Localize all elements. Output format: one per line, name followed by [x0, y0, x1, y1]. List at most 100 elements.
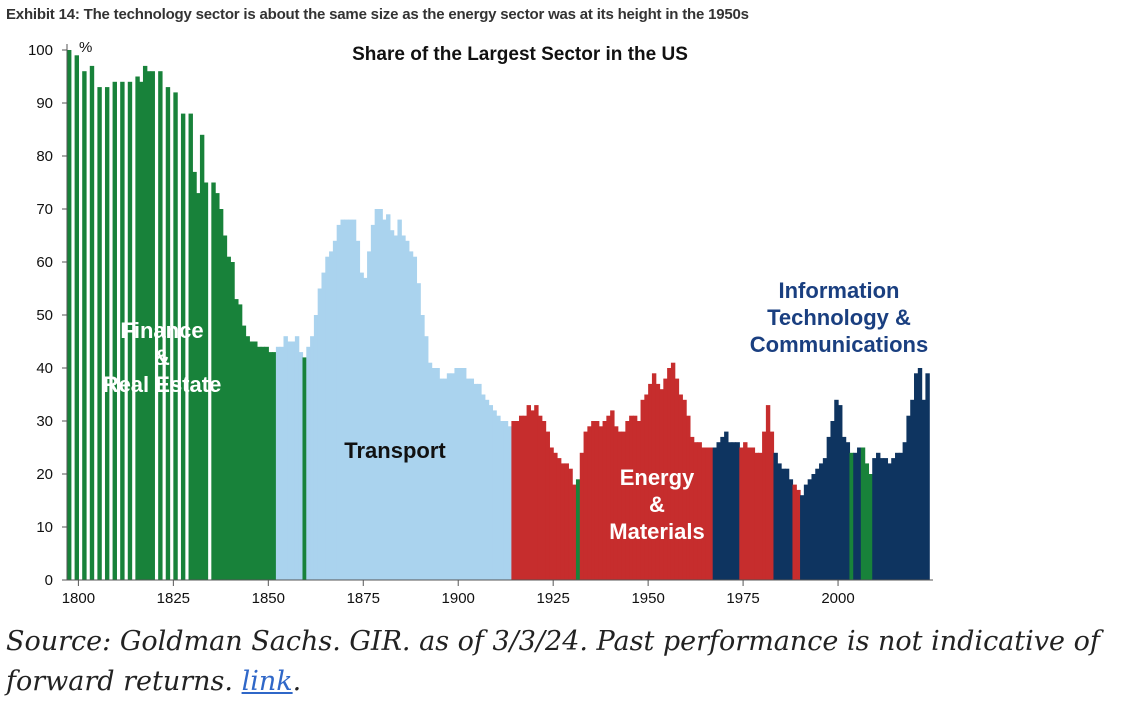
bar-tech-1990	[800, 495, 805, 580]
bar-transport-1889	[416, 283, 421, 580]
bar-transport-1906	[481, 394, 486, 580]
bar-tech-1970	[724, 431, 729, 580]
bar-transport-1883	[393, 235, 399, 580]
bar-energy-1961	[689, 436, 695, 580]
bar-energy-1979	[758, 452, 763, 580]
bar-finance-1851	[272, 352, 277, 580]
bar-energy-1966	[708, 447, 714, 580]
bar-energy-1989	[796, 489, 801, 580]
source-link[interactable]: link	[241, 666, 293, 697]
bar-transport-1884	[397, 219, 402, 580]
bar-transport-1890	[420, 315, 425, 580]
sector-share-chart: 0 10 20 30 40 50 60 70 80 90 100 1800 1825 1850 1875 19…	[28, 39, 933, 607]
bar-transport-1896	[443, 378, 448, 580]
source-trailing: .	[292, 666, 302, 697]
bar-transport-1900	[458, 368, 463, 580]
bar-transport-1860	[306, 346, 311, 580]
x-tick-label-1875: 1875	[347, 590, 380, 607]
bar-finance-1816	[139, 81, 144, 581]
bar-transport-1894	[435, 368, 440, 580]
bar-transport-1870	[344, 219, 349, 580]
bar-finance-1845	[249, 341, 254, 580]
bar-transport-1907	[484, 399, 490, 580]
bar-finance-1850	[268, 352, 273, 580]
bar-tech-2020	[914, 373, 919, 580]
bar-tech-1998	[830, 421, 835, 580]
bar-tech-2004	[853, 452, 858, 580]
bar-transport-1882	[389, 230, 395, 580]
bar-transport-1893	[431, 368, 437, 580]
bar-tech-2009	[872, 458, 877, 580]
bar-finance-1831	[196, 193, 201, 580]
bar-tech-1973	[735, 442, 740, 580]
bar-energy-1943	[621, 431, 626, 580]
sector-label-finance: Real Estate	[103, 372, 222, 397]
y-tick-label-10: 10	[36, 519, 53, 536]
bar-transport-1908	[488, 405, 494, 580]
bar-tech-2010	[876, 452, 881, 580]
bar-transport-1898	[450, 373, 456, 580]
bar-energy-1974	[739, 447, 744, 580]
y-axis-unit-label: %	[79, 39, 92, 56]
bar-energy-1948	[640, 399, 645, 580]
bar-finance-1825	[173, 92, 178, 581]
y-tick-label-20: 20	[36, 466, 53, 483]
bar-energy-1976	[746, 447, 752, 580]
bar-finance-1840	[230, 262, 235, 580]
bar-finance-1803	[89, 65, 95, 580]
bar-transport-1877	[370, 224, 376, 580]
bar-energy-1936	[594, 421, 600, 580]
bar-energy-1954	[663, 378, 668, 580]
bar-energy-1932	[579, 452, 585, 580]
bar-energy-1952	[655, 383, 661, 580]
bar-finance-1931	[575, 479, 581, 580]
bar-tech-1997	[826, 436, 832, 580]
bar-transport-1886	[405, 240, 410, 581]
bar-tech-2013	[887, 463, 892, 580]
bar-energy-1947	[636, 421, 642, 580]
bar-transport-1892	[427, 362, 433, 580]
bar-energy-1928	[564, 463, 569, 580]
bar-energy-1929	[568, 468, 573, 580]
bar-tech-2017	[902, 442, 908, 580]
bar-tech-1972	[731, 442, 737, 580]
bar-transport-1885	[401, 235, 406, 580]
bar-energy-1978	[754, 452, 759, 580]
bar-energy-1927	[560, 463, 566, 580]
bar-tech-2023	[925, 373, 930, 580]
bar-transport-1879	[378, 209, 383, 580]
bar-energy-1917	[522, 415, 528, 580]
bar-transport-1852	[275, 346, 281, 580]
y-tick-label-40: 40	[36, 360, 53, 377]
bar-transport-1902	[465, 378, 471, 580]
bar-transport-1873	[355, 240, 361, 581]
bar-transport-1876	[367, 251, 372, 580]
bar-finance-1805	[97, 87, 102, 580]
bar-finance-1832	[199, 134, 205, 581]
bar-tech-2012	[883, 458, 889, 580]
bar-energy-1942	[617, 431, 623, 580]
bar-finance-1799	[74, 55, 79, 581]
bar-tech-1996	[822, 458, 828, 580]
y-tick-label-100: 100	[28, 42, 53, 59]
bar-energy-1953	[659, 389, 664, 580]
bar-transport-1862	[313, 315, 319, 580]
bar-energy-1918	[526, 405, 531, 580]
bar-energy-1977	[750, 447, 756, 580]
bar-energy-1941	[613, 426, 619, 580]
source-note: Source: Goldman Sachs. GIR. as of 3/3/24…	[6, 622, 1134, 702]
bar-finance-1817	[142, 65, 148, 580]
bar-transport-1895	[439, 378, 444, 580]
bar-energy-1946	[632, 415, 638, 580]
bar-tech-1987	[788, 479, 794, 580]
bar-transport-1866	[329, 251, 334, 580]
bar-tech-2016	[898, 452, 904, 580]
bar-energy-1919	[530, 410, 535, 580]
bar-energy-1922	[541, 421, 547, 580]
bar-energy-1964	[701, 447, 706, 580]
bar-tech-1985	[781, 468, 786, 580]
bar-finance-1846	[253, 341, 258, 580]
bar-energy-1958	[678, 394, 683, 580]
bar-tech-2014	[891, 458, 896, 580]
bar-energy-1914	[511, 421, 516, 580]
